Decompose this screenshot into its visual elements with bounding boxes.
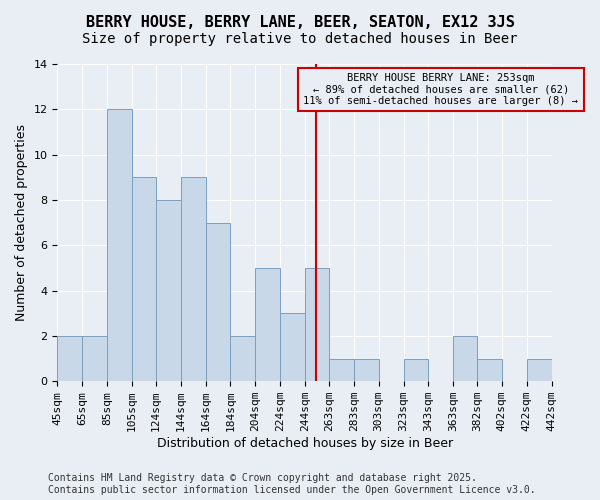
Bar bbox=[305, 268, 329, 381]
X-axis label: Distribution of detached houses by size in Beer: Distribution of detached houses by size … bbox=[157, 437, 452, 450]
Bar bbox=[256, 268, 280, 381]
Text: Size of property relative to detached houses in Beer: Size of property relative to detached ho… bbox=[82, 32, 518, 46]
Text: Contains HM Land Registry data © Crown copyright and database right 2025.
Contai: Contains HM Land Registry data © Crown c… bbox=[48, 474, 536, 495]
Bar bbox=[454, 336, 477, 381]
Bar bbox=[230, 336, 256, 381]
Bar bbox=[132, 178, 156, 381]
Bar bbox=[181, 178, 206, 381]
Text: BERRY HOUSE BERRY LANE: 253sqm
← 89% of detached houses are smaller (62)
11% of : BERRY HOUSE BERRY LANE: 253sqm ← 89% of … bbox=[304, 73, 578, 106]
Bar bbox=[156, 200, 181, 381]
Bar bbox=[354, 358, 379, 381]
Bar bbox=[206, 222, 230, 381]
Bar bbox=[477, 358, 502, 381]
Bar bbox=[107, 110, 132, 381]
Bar bbox=[82, 336, 107, 381]
Text: BERRY HOUSE, BERRY LANE, BEER, SEATON, EX12 3JS: BERRY HOUSE, BERRY LANE, BEER, SEATON, E… bbox=[86, 15, 514, 30]
Bar bbox=[58, 336, 82, 381]
Y-axis label: Number of detached properties: Number of detached properties bbox=[15, 124, 28, 321]
Bar bbox=[527, 358, 552, 381]
Bar bbox=[404, 358, 428, 381]
Bar bbox=[280, 313, 305, 381]
Bar bbox=[329, 358, 354, 381]
